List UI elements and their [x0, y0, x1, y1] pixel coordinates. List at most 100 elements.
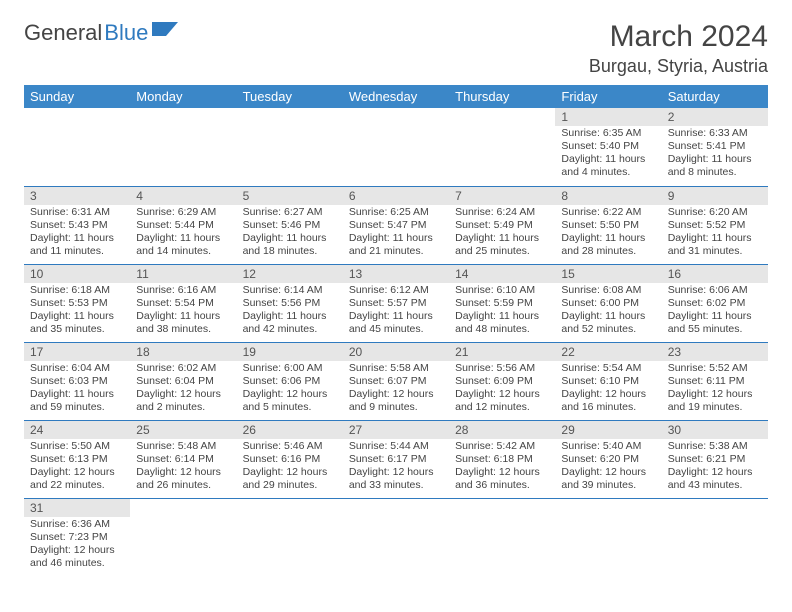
sunrise-text: Sunrise: 6:27 AM [243, 206, 337, 219]
sunset-text: Sunset: 6:07 PM [349, 375, 443, 388]
day-details: Sunrise: 6:10 AMSunset: 5:59 PMDaylight:… [449, 283, 555, 339]
calendar-cell: 3Sunrise: 6:31 AMSunset: 5:43 PMDaylight… [24, 186, 130, 264]
daylight-text: Daylight: 11 hours and 38 minutes. [136, 310, 230, 336]
day-number: 14 [449, 265, 555, 283]
calendar-cell: 12Sunrise: 6:14 AMSunset: 5:56 PMDayligh… [237, 264, 343, 342]
day-details: Sunrise: 5:46 AMSunset: 6:16 PMDaylight:… [237, 439, 343, 495]
sunrise-text: Sunrise: 6:06 AM [668, 284, 762, 297]
sunset-text: Sunset: 6:06 PM [243, 375, 337, 388]
day-number: 12 [237, 265, 343, 283]
daylight-text: Daylight: 11 hours and 14 minutes. [136, 232, 230, 258]
day-details: Sunrise: 5:48 AMSunset: 6:14 PMDaylight:… [130, 439, 236, 495]
calendar-cell: 14Sunrise: 6:10 AMSunset: 5:59 PMDayligh… [449, 264, 555, 342]
calendar-cell: 21Sunrise: 5:56 AMSunset: 6:09 PMDayligh… [449, 342, 555, 420]
day-details: Sunrise: 6:14 AMSunset: 5:56 PMDaylight:… [237, 283, 343, 339]
logo-text-a: General [24, 20, 102, 46]
day-number: 31 [24, 499, 130, 517]
daylight-text: Daylight: 12 hours and 26 minutes. [136, 466, 230, 492]
sunset-text: Sunset: 6:14 PM [136, 453, 230, 466]
day-number: 8 [555, 187, 661, 205]
dow-header: Wednesday [343, 85, 449, 108]
daylight-text: Daylight: 11 hours and 31 minutes. [668, 232, 762, 258]
calendar-cell: 2Sunrise: 6:33 AMSunset: 5:41 PMDaylight… [662, 108, 768, 186]
day-number: 25 [130, 421, 236, 439]
calendar-cell: 17Sunrise: 6:04 AMSunset: 6:03 PMDayligh… [24, 342, 130, 420]
day-number: 6 [343, 187, 449, 205]
sunrise-text: Sunrise: 6:29 AM [136, 206, 230, 219]
day-details: Sunrise: 6:29 AMSunset: 5:44 PMDaylight:… [130, 205, 236, 261]
calendar-cell: 15Sunrise: 6:08 AMSunset: 6:00 PMDayligh… [555, 264, 661, 342]
calendar-cell: 7Sunrise: 6:24 AMSunset: 5:49 PMDaylight… [449, 186, 555, 264]
sunrise-text: Sunrise: 6:22 AM [561, 206, 655, 219]
calendar-cell: 23Sunrise: 5:52 AMSunset: 6:11 PMDayligh… [662, 342, 768, 420]
day-number [449, 499, 555, 517]
sunrise-text: Sunrise: 5:38 AM [668, 440, 762, 453]
day-details: Sunrise: 5:42 AMSunset: 6:18 PMDaylight:… [449, 439, 555, 495]
day-number: 10 [24, 265, 130, 283]
sunset-text: Sunset: 6:21 PM [668, 453, 762, 466]
day-number [237, 499, 343, 517]
dow-header: Friday [555, 85, 661, 108]
daylight-text: Daylight: 11 hours and 18 minutes. [243, 232, 337, 258]
day-details: Sunrise: 6:33 AMSunset: 5:41 PMDaylight:… [662, 126, 768, 182]
sunset-text: Sunset: 5:54 PM [136, 297, 230, 310]
day-number: 18 [130, 343, 236, 361]
calendar-cell: 27Sunrise: 5:44 AMSunset: 6:17 PMDayligh… [343, 420, 449, 498]
calendar-cell: 18Sunrise: 6:02 AMSunset: 6:04 PMDayligh… [130, 342, 236, 420]
calendar-cell: 22Sunrise: 5:54 AMSunset: 6:10 PMDayligh… [555, 342, 661, 420]
day-details: Sunrise: 5:38 AMSunset: 6:21 PMDaylight:… [662, 439, 768, 495]
calendar-cell [130, 498, 236, 576]
sunset-text: Sunset: 5:41 PM [668, 140, 762, 153]
calendar-week: 17Sunrise: 6:04 AMSunset: 6:03 PMDayligh… [24, 342, 768, 420]
day-details: Sunrise: 6:24 AMSunset: 5:49 PMDaylight:… [449, 205, 555, 261]
calendar-week: 24Sunrise: 5:50 AMSunset: 6:13 PMDayligh… [24, 420, 768, 498]
dow-header: Saturday [662, 85, 768, 108]
sunrise-text: Sunrise: 5:40 AM [561, 440, 655, 453]
sunset-text: Sunset: 5:57 PM [349, 297, 443, 310]
day-number: 11 [130, 265, 236, 283]
sunset-text: Sunset: 6:04 PM [136, 375, 230, 388]
sunrise-text: Sunrise: 6:36 AM [30, 518, 124, 531]
day-number: 3 [24, 187, 130, 205]
calendar-cell: 9Sunrise: 6:20 AMSunset: 5:52 PMDaylight… [662, 186, 768, 264]
day-number: 7 [449, 187, 555, 205]
daylight-text: Daylight: 11 hours and 59 minutes. [30, 388, 124, 414]
daylight-text: Daylight: 12 hours and 19 minutes. [668, 388, 762, 414]
calendar-cell: 26Sunrise: 5:46 AMSunset: 6:16 PMDayligh… [237, 420, 343, 498]
daylight-text: Daylight: 11 hours and 25 minutes. [455, 232, 549, 258]
day-number: 15 [555, 265, 661, 283]
sunrise-text: Sunrise: 6:18 AM [30, 284, 124, 297]
sunset-text: Sunset: 6:13 PM [30, 453, 124, 466]
calendar-cell: 25Sunrise: 5:48 AMSunset: 6:14 PMDayligh… [130, 420, 236, 498]
calendar-cell: 6Sunrise: 6:25 AMSunset: 5:47 PMDaylight… [343, 186, 449, 264]
day-number: 13 [343, 265, 449, 283]
day-details: Sunrise: 5:44 AMSunset: 6:17 PMDaylight:… [343, 439, 449, 495]
day-number: 17 [24, 343, 130, 361]
calendar-cell: 31Sunrise: 6:36 AMSunset: 7:23 PMDayligh… [24, 498, 130, 576]
sunrise-text: Sunrise: 6:33 AM [668, 127, 762, 140]
day-number: 5 [237, 187, 343, 205]
dow-header: Sunday [24, 85, 130, 108]
dow-header: Monday [130, 85, 236, 108]
sunrise-text: Sunrise: 6:02 AM [136, 362, 230, 375]
sunrise-text: Sunrise: 6:14 AM [243, 284, 337, 297]
sunrise-text: Sunrise: 5:44 AM [349, 440, 443, 453]
calendar-cell [449, 498, 555, 576]
sunset-text: Sunset: 5:49 PM [455, 219, 549, 232]
day-number [24, 108, 130, 126]
day-number: 16 [662, 265, 768, 283]
calendar-cell: 1Sunrise: 6:35 AMSunset: 5:40 PMDaylight… [555, 108, 661, 186]
day-number [130, 108, 236, 126]
daylight-text: Daylight: 12 hours and 2 minutes. [136, 388, 230, 414]
sunset-text: Sunset: 6:03 PM [30, 375, 124, 388]
day-details: Sunrise: 6:31 AMSunset: 5:43 PMDaylight:… [24, 205, 130, 261]
daylight-text: Daylight: 12 hours and 39 minutes. [561, 466, 655, 492]
sunset-text: Sunset: 5:47 PM [349, 219, 443, 232]
calendar-cell: 16Sunrise: 6:06 AMSunset: 6:02 PMDayligh… [662, 264, 768, 342]
sunset-text: Sunset: 7:23 PM [30, 531, 124, 544]
calendar-cell: 4Sunrise: 6:29 AMSunset: 5:44 PMDaylight… [130, 186, 236, 264]
calendar-cell [555, 498, 661, 576]
day-details: Sunrise: 5:58 AMSunset: 6:07 PMDaylight:… [343, 361, 449, 417]
daylight-text: Daylight: 11 hours and 21 minutes. [349, 232, 443, 258]
logo-text-b: Blue [104, 20, 148, 46]
